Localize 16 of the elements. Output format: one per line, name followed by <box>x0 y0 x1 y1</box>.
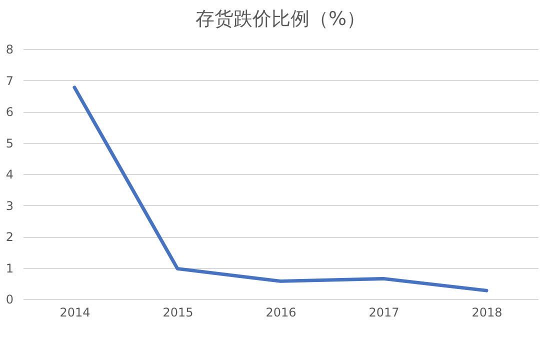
y-tick-label: 0 <box>6 292 14 306</box>
y-tick-label: 4 <box>6 168 14 182</box>
x-tick-label: 2018 <box>472 306 502 320</box>
chart-title: 存货跌价比例（%） <box>195 8 366 30</box>
line-series <box>72 86 488 292</box>
y-tick-label: 8 <box>6 42 14 56</box>
x-tick-label: 2016 <box>266 306 296 320</box>
y-tick-label: 7 <box>6 74 14 88</box>
y-tick-label: 3 <box>6 198 14 213</box>
x-tick-label: 2015 <box>162 306 194 320</box>
x-tick-label: 2017 <box>368 306 400 320</box>
x-tick-label: 2014 <box>60 306 90 320</box>
y-tick-label: 2 <box>6 230 14 244</box>
y-tick-label: 5 <box>6 136 14 150</box>
y-tick-label: 1 <box>6 261 14 276</box>
y-tick-label: 6 <box>6 105 14 119</box>
